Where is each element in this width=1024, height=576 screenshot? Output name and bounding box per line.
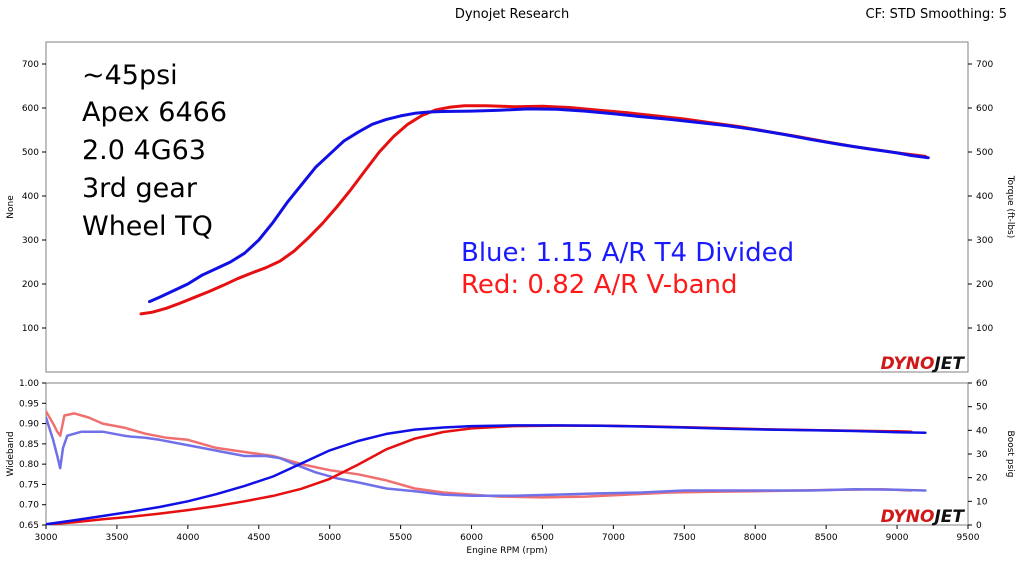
bottom-series-group bbox=[46, 410, 927, 525]
plot-frame bbox=[45, 382, 969, 526]
legend-blue-label: Blue: 1.15 A/R T4 Divided bbox=[461, 238, 794, 268]
y2-tick-label: 60 bbox=[976, 379, 988, 389]
y-tick-label-right: 500 bbox=[976, 148, 993, 158]
y-tick-label-left: 0.85 bbox=[19, 440, 39, 450]
x-axis-title: Engine RPM (rpm) bbox=[466, 546, 547, 556]
header-settings-info: CF: STD Smoothing: 5 bbox=[866, 7, 1007, 22]
annotation-line: Apex 6466 bbox=[82, 97, 227, 128]
y-tick-label-right: 400 bbox=[976, 192, 993, 202]
y-tick-label-right: 700 bbox=[976, 60, 993, 70]
x-tick-label: 5500 bbox=[389, 533, 412, 543]
dynojet-logo: DYNOJET bbox=[881, 507, 966, 527]
y-tick-label-left: 200 bbox=[22, 280, 39, 290]
y-tick-label-left: 0.80 bbox=[19, 460, 39, 470]
y-tick-label-left: 700 bbox=[22, 60, 39, 70]
y2-tick-label: 10 bbox=[976, 497, 988, 507]
x-tick-label: 4000 bbox=[176, 533, 199, 543]
series-line bbox=[46, 416, 927, 498]
y-tick-label-left: 0.70 bbox=[19, 501, 39, 511]
x-tick-label: 3500 bbox=[105, 533, 128, 543]
logo-part-dyno: DYNO bbox=[881, 507, 935, 527]
y-tick-label-left: 100 bbox=[22, 324, 39, 334]
torque-plot: 100 100 200 200 300 300 400 400 500 500 600 600 700 7… bbox=[6, 41, 1015, 374]
x-tick-label: 4500 bbox=[247, 533, 270, 543]
y-tick-label-left: 300 bbox=[22, 236, 39, 246]
annotation-block: ~45psi Apex 6466 2.0 4G63 3rd gear Wheel… bbox=[82, 60, 794, 300]
logo-part-jet: JET bbox=[931, 507, 965, 527]
x-tick-label: 7000 bbox=[602, 533, 625, 543]
x-tick-label: 8000 bbox=[744, 533, 767, 543]
annotation-line: 2.0 4G63 bbox=[82, 135, 206, 166]
y-tick-label-left: 0.95 bbox=[19, 399, 39, 409]
plot-frame bbox=[45, 41, 969, 373]
y-axis-title-left: Wideband bbox=[6, 431, 16, 476]
x-tick-label: 3000 bbox=[35, 533, 58, 543]
wideband-boost-plot: 0.65 0.70 0.75 0.80 0.85 0.90 0.95 1.00 0 10 20 30 4… bbox=[6, 379, 1015, 556]
y-axis-title-left: None bbox=[6, 195, 16, 219]
annotation-line: 3rd gear bbox=[82, 173, 198, 204]
logo-part-dyno: DYNO bbox=[881, 354, 935, 374]
annotation-line: ~45psi bbox=[82, 60, 178, 91]
x-tick-label: 7500 bbox=[673, 533, 696, 543]
series-line bbox=[148, 107, 930, 304]
y-tick-label-left: 600 bbox=[22, 104, 39, 114]
header-title: Dynojet Research bbox=[455, 7, 569, 22]
y2-tick-label: 0 bbox=[976, 521, 982, 531]
y-axis-title-right: Boost psig bbox=[1005, 431, 1015, 478]
y-tick-label-right: 100 bbox=[976, 324, 993, 334]
y-axis-title-right: Torque (ft-lbs) bbox=[1005, 175, 1015, 239]
y-tick-label-left: 0.75 bbox=[19, 480, 39, 490]
y-tick-label-right: 600 bbox=[976, 104, 993, 114]
series-line bbox=[46, 410, 913, 499]
x-tick-label: 9500 bbox=[957, 533, 980, 543]
logo-part-jet: JET bbox=[931, 354, 965, 374]
x-tick-label: 5000 bbox=[318, 533, 341, 543]
x-tick-label: 6000 bbox=[460, 533, 483, 543]
y2-tick-label: 20 bbox=[976, 474, 988, 484]
y-tick-label-right: 200 bbox=[976, 280, 993, 290]
x-tick-label: 9000 bbox=[886, 533, 909, 543]
y2-tick-label: 50 bbox=[976, 403, 988, 413]
dynojet-logo: DYNOJET bbox=[881, 354, 966, 374]
y-tick-label-left: 0.65 bbox=[19, 521, 39, 531]
y-tick-label-right: 300 bbox=[976, 236, 993, 246]
legend-red-label: Red: 0.82 A/R V-band bbox=[461, 270, 738, 300]
series-line bbox=[46, 424, 927, 525]
y2-tick-label: 30 bbox=[976, 450, 988, 460]
y-tick-label-left: 400 bbox=[22, 192, 39, 202]
y-tick-label-left: 500 bbox=[22, 148, 39, 158]
y-tick-label-left: 1.00 bbox=[19, 379, 39, 389]
y2-tick-label: 40 bbox=[976, 426, 988, 436]
annotation-line: Wheel TQ bbox=[82, 211, 213, 242]
x-tick-label: 8500 bbox=[815, 533, 838, 543]
y-tick-label-left: 0.90 bbox=[19, 420, 39, 430]
x-tick-label: 6500 bbox=[531, 533, 554, 543]
